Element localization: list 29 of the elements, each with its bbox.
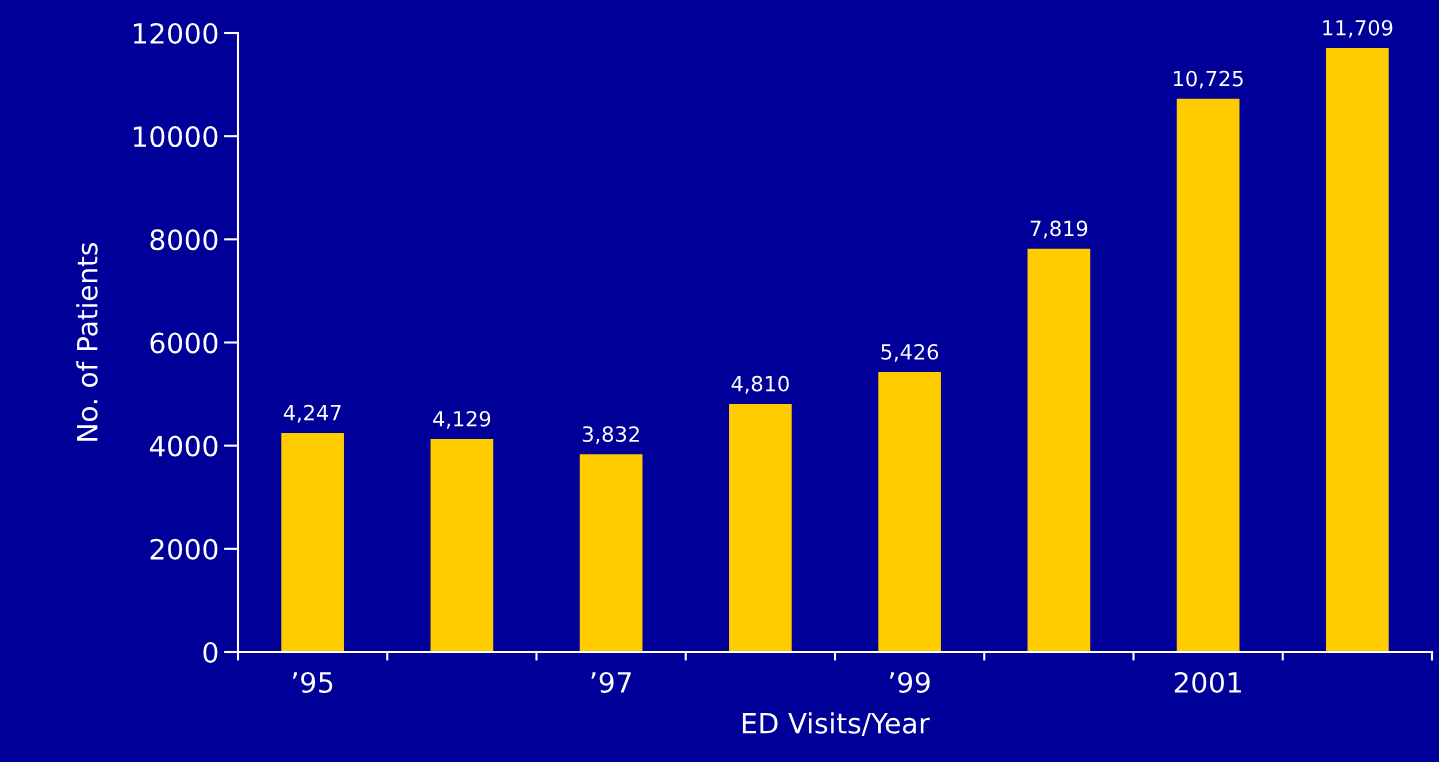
y-tick-label: 12000 <box>133 22 218 44</box>
y-tick-label: 4000 <box>149 435 218 457</box>
x-axis-title: ED Visits/Year <box>742 712 930 736</box>
bar <box>1027 248 1091 652</box>
x-tick-label: ’97 <box>591 671 631 693</box>
data-label: 4,247 <box>283 404 341 423</box>
data-label: 7,819 <box>1030 220 1088 239</box>
data-label: 4,810 <box>731 375 789 394</box>
y-axis-title: No. of Patients <box>76 242 98 441</box>
bar <box>281 432 344 652</box>
data-label: 10,725 <box>1173 70 1243 89</box>
x-tick-label: ’99 <box>889 671 930 693</box>
data-label: 3,832 <box>582 426 639 445</box>
y-tick-label: 8000 <box>150 229 218 251</box>
bar <box>878 372 941 652</box>
x-tick-label: ’95 <box>292 671 333 693</box>
data-label: 11,709 <box>1323 19 1393 38</box>
x-tick-label: 2001 <box>1174 671 1241 693</box>
bar <box>430 439 494 652</box>
y-tick-label: 0 <box>203 641 218 663</box>
y-tick-label: 2000 <box>150 538 218 560</box>
y-tick-label: 6000 <box>150 332 218 354</box>
bar <box>729 403 792 652</box>
bar <box>1326 48 1389 652</box>
data-label: 4,129 <box>433 410 491 429</box>
bar <box>579 454 643 652</box>
bar <box>1176 98 1240 652</box>
y-tick-label: 10000 <box>133 126 218 148</box>
data-label: 5,426 <box>881 343 939 362</box>
